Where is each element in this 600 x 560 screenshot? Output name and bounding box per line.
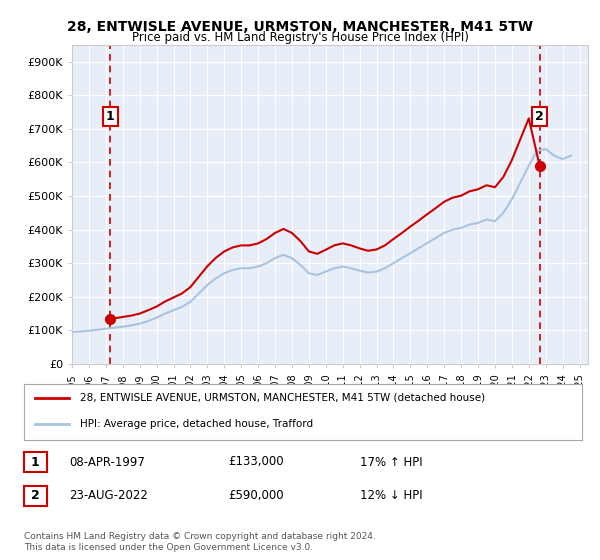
Text: £590,000: £590,000	[228, 489, 284, 502]
Text: 1: 1	[31, 455, 40, 469]
Text: 28, ENTWISLE AVENUE, URMSTON, MANCHESTER, M41 5TW (detached house): 28, ENTWISLE AVENUE, URMSTON, MANCHESTER…	[80, 393, 485, 403]
Text: 12% ↓ HPI: 12% ↓ HPI	[360, 489, 422, 502]
Text: Contains HM Land Registry data © Crown copyright and database right 2024.
This d: Contains HM Land Registry data © Crown c…	[24, 532, 376, 552]
Text: 23-AUG-2022: 23-AUG-2022	[69, 489, 148, 502]
Text: 28, ENTWISLE AVENUE, URMSTON, MANCHESTER, M41 5TW: 28, ENTWISLE AVENUE, URMSTON, MANCHESTER…	[67, 20, 533, 34]
Text: HPI: Average price, detached house, Trafford: HPI: Average price, detached house, Traf…	[80, 419, 313, 429]
Text: 17% ↑ HPI: 17% ↑ HPI	[360, 455, 422, 469]
Text: £133,000: £133,000	[228, 455, 284, 469]
Text: 2: 2	[31, 489, 40, 502]
Text: Price paid vs. HM Land Registry's House Price Index (HPI): Price paid vs. HM Land Registry's House …	[131, 31, 469, 44]
Text: 08-APR-1997: 08-APR-1997	[69, 455, 145, 469]
Text: 2: 2	[535, 110, 544, 123]
Text: 1: 1	[106, 110, 115, 123]
